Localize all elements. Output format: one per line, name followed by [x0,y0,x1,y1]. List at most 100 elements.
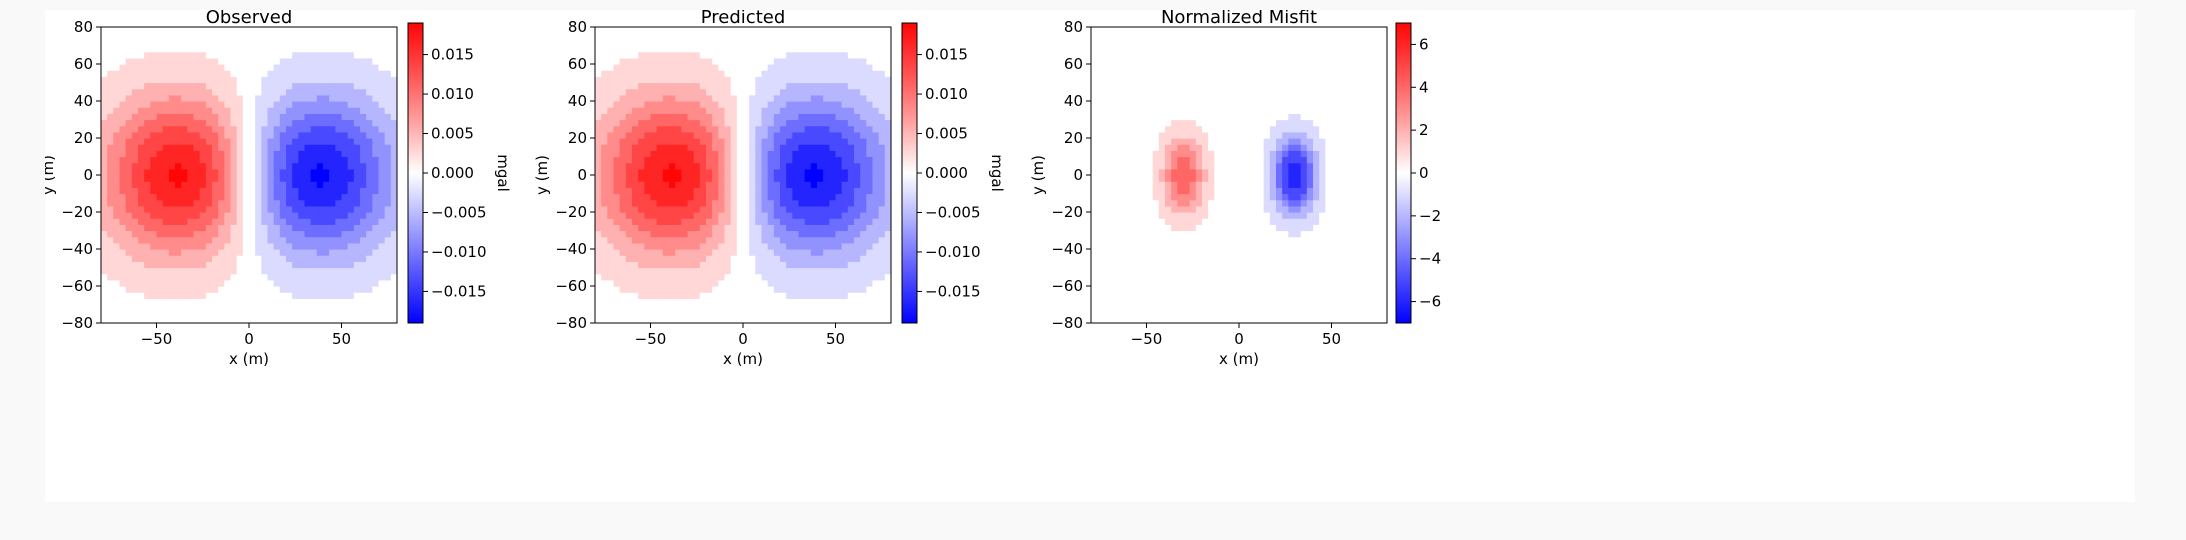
heat-cell [792,156,800,164]
heat-cell [205,33,213,40]
heat-cell [279,107,287,114]
heat-cell [656,286,664,293]
heat-cell [829,279,837,287]
heat-cell [619,94,627,102]
heat-cell [656,57,664,65]
heat-cell [773,138,781,145]
heat-cell [607,175,615,182]
heat-cell [329,156,336,164]
heat-cell [138,45,145,53]
heat-cell [1109,212,1117,219]
heat-cell [767,292,775,299]
heat-cell [1115,88,1123,96]
heat-cell [199,261,207,269]
heat-cell [619,298,627,306]
heat-cell [249,242,256,250]
heat-cell [841,316,849,323]
heat-cell [884,119,891,127]
heat-cell [347,101,355,108]
heat-cell [736,76,744,84]
heat-cell [1109,205,1117,213]
heat-cell [279,261,287,269]
heat-cell [767,193,775,201]
heat-cell [792,286,800,293]
heat-cell [304,150,312,158]
heat-cell [390,199,397,207]
heat-cell [347,119,355,127]
heat-cell [792,27,800,34]
heat-cell [1115,168,1123,176]
heat-cell [854,107,861,114]
heat-cell [835,298,843,306]
heat-cell [687,175,695,182]
heat-cell [125,292,133,299]
heat-cell [249,156,256,164]
heat-cell [236,255,244,262]
heat-cell [817,45,824,53]
heat-cell [144,286,151,293]
heat-cell [1091,82,1098,90]
heat-cell [872,286,880,293]
heat-cell [162,304,170,312]
heat-cell [329,88,336,96]
heat-cell [743,304,750,312]
heat-cell [675,298,682,306]
heat-cell [366,156,373,164]
heat-cell [773,101,781,108]
heat-cell [706,144,713,151]
heat-cell [786,70,793,77]
heat-cell [329,119,336,127]
heat-cell [347,230,355,238]
heat-cell [187,224,195,232]
heat-cell [119,304,127,312]
heat-cell [601,156,608,164]
heat-cell [267,162,275,170]
heat-cell [224,51,232,59]
heat-cell [780,88,787,96]
heat-cell [323,138,330,145]
heat-cell [162,162,170,170]
heat-cell [107,304,114,312]
heat-cell [878,144,886,151]
heat-cell [854,33,861,40]
heat-cell [168,181,176,188]
heat-cell [860,286,867,293]
heat-cell [1097,27,1104,34]
heat-cell [613,144,621,151]
heat-cell [224,125,232,133]
heat-cell [1097,304,1104,312]
heat-cell [613,39,621,47]
heat-cell [175,218,182,225]
heat-cell [101,168,108,176]
heat-cell [810,150,818,158]
heat-cell [749,88,756,96]
heat-cell [656,64,664,71]
heat-cell [613,131,621,139]
heat-cell [230,218,238,225]
heat-cell [817,261,824,269]
heat-cell [792,168,800,176]
heat-cell [316,316,324,323]
heat-cell [125,255,133,262]
heat-cell [162,212,170,219]
heat-cell [353,131,361,139]
heat-cell [292,27,299,34]
heat-cell [187,51,195,59]
colorbar-tick-label: −0.015 [431,282,487,300]
heat-cell [181,236,188,244]
heat-cell [736,119,744,127]
heat-cell [860,218,867,225]
heat-cell [267,39,275,47]
heat-cell [181,205,188,213]
heat-cell [1109,144,1117,151]
heat-cell [1121,156,1129,164]
heat-cell [329,64,336,71]
heat-cell [187,230,195,238]
heat-cell [199,199,207,207]
heat-cell [138,39,145,47]
heat-cell [384,218,392,225]
colorbar-tick-label: 0.010 [925,85,968,103]
heat-cell [675,101,682,108]
heat-cell [249,249,256,256]
heat-cell [286,45,293,53]
